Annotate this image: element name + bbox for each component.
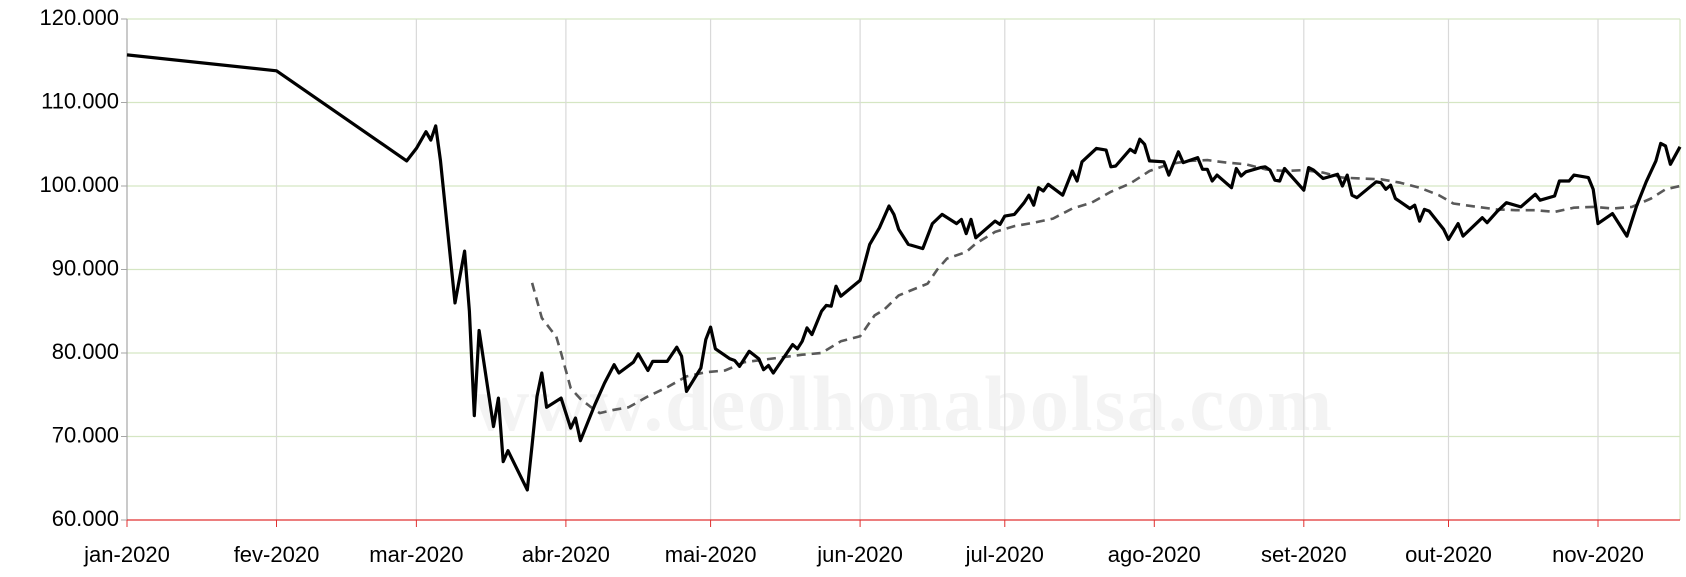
y-tick-label: 70.000 (52, 422, 119, 447)
x-tick-label: jul-2020 (965, 542, 1044, 567)
watermark: www.deolhonabolsa.com (473, 360, 1334, 447)
x-tick-label: out-2020 (1405, 542, 1492, 567)
series-line (530, 158, 1681, 415)
x-tick-label: jan-2020 (83, 542, 170, 567)
y-tick-label: 90.000 (52, 255, 119, 280)
y-tick-label: 60.000 (52, 506, 119, 531)
x-tick-label: jun-2020 (816, 542, 903, 567)
x-tick-label: set-2020 (1261, 542, 1347, 567)
y-tick-label: 80.000 (52, 339, 119, 364)
x-tick-label: mar-2020 (369, 542, 463, 567)
series-line (126, 53, 1682, 492)
x-tick-label: fev-2020 (234, 542, 320, 567)
y-tick-label: 110.000 (41, 88, 119, 113)
y-tick-label: 100.000 (39, 172, 119, 197)
x-tick-label: abr-2020 (522, 542, 610, 567)
x-tick-label: nov-2020 (1552, 542, 1644, 567)
x-tick-label: mai-2020 (665, 542, 757, 567)
x-tick-label: ago-2020 (1108, 542, 1201, 567)
y-tick-label: 120.000 (39, 5, 119, 30)
